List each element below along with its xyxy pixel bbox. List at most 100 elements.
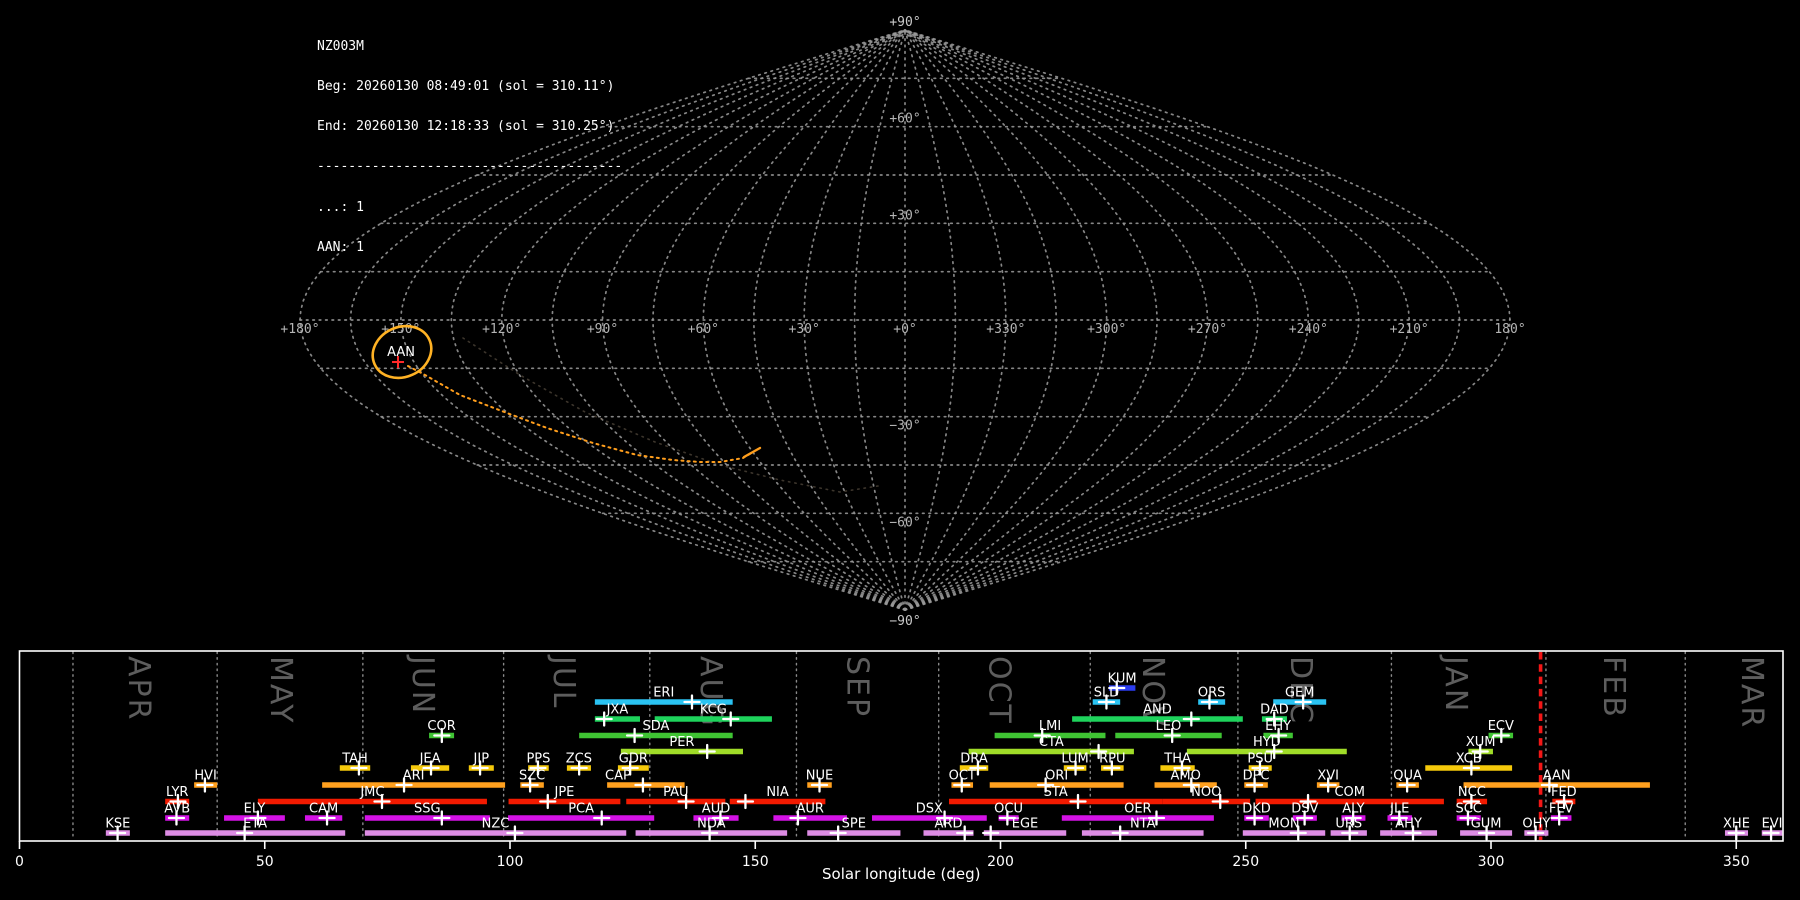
meridian-line bbox=[904, 29, 1511, 611]
shower-code-label: OCU bbox=[994, 802, 1023, 817]
shower-code-label: JXA bbox=[606, 703, 629, 718]
shower-bar-OER bbox=[1061, 815, 1214, 821]
shower-code-label: ARD bbox=[935, 817, 963, 832]
shower-bar-JPE bbox=[508, 798, 621, 805]
longitude-label: +330° bbox=[986, 322, 1025, 337]
meridian-line bbox=[399, 29, 906, 611]
shower-bar-SSG bbox=[364, 815, 490, 821]
shower-code-label: OER bbox=[1124, 802, 1151, 817]
month-label: JAN bbox=[1438, 654, 1473, 713]
shower-code-label: ORI bbox=[1045, 769, 1068, 784]
shower-code-label: AUR bbox=[796, 802, 823, 817]
shower-code-label: JEA bbox=[419, 752, 441, 767]
shower-code-label: KUM bbox=[1108, 672, 1137, 687]
shower-code-label: ECV bbox=[1488, 719, 1514, 734]
shower-code-label: AMO bbox=[1170, 769, 1200, 784]
meridian-line bbox=[299, 29, 906, 611]
shower-code-label: ALY bbox=[1342, 802, 1364, 817]
shower-code-label: DKD bbox=[1242, 802, 1271, 817]
shower-code-label: OHY bbox=[1522, 817, 1550, 832]
month-label: NOV bbox=[1135, 656, 1170, 728]
longitude-label: +30° bbox=[789, 322, 820, 337]
shower-code-label: PCA bbox=[568, 802, 594, 817]
shower-bar-AUR bbox=[773, 815, 847, 821]
meridian-line bbox=[904, 29, 1360, 611]
radiant-drift-track bbox=[407, 365, 754, 463]
shower-code-label: XCB bbox=[1456, 752, 1482, 767]
pole-label: +90° bbox=[889, 15, 920, 30]
shower-bar-ETA bbox=[165, 830, 346, 836]
shower-code-label: SSG bbox=[414, 802, 441, 817]
meridian-line bbox=[500, 29, 906, 611]
shower-bar-EGE bbox=[983, 830, 1067, 836]
shower-code-label: AHY bbox=[1395, 817, 1422, 832]
meridian-line bbox=[904, 29, 1058, 611]
shower-code-label: HYD bbox=[1253, 735, 1281, 750]
shower-code-label: XHE bbox=[1723, 817, 1750, 832]
latitude-label: +30° bbox=[889, 208, 920, 223]
shower-code-label: FED bbox=[1551, 785, 1577, 800]
shower-code-label: DSX bbox=[916, 802, 943, 817]
shower-code-label: EGE bbox=[1012, 817, 1039, 832]
shower-code-label: AAN bbox=[1543, 769, 1571, 784]
shower-bar-SDA bbox=[579, 732, 733, 739]
longitude-label: +240° bbox=[1289, 322, 1328, 337]
meridian-line bbox=[904, 29, 957, 611]
shower-code-label: CTA bbox=[1039, 735, 1064, 750]
shower-code-label: LUM bbox=[1061, 752, 1088, 767]
latitude-label: −30° bbox=[889, 419, 920, 434]
header-beg-time: Beg: 20260130 08:49:01 (sol = 310.11°) bbox=[317, 79, 615, 95]
longitude-label: +210° bbox=[1390, 322, 1429, 337]
shower-code-label: JMC bbox=[359, 785, 384, 800]
month-label: APR bbox=[121, 656, 156, 721]
shower-code-label: ETA bbox=[243, 817, 267, 832]
shower-bar-AND bbox=[1072, 716, 1243, 722]
shower-code-label: CAM bbox=[309, 802, 338, 817]
shower-code-label: HVI bbox=[194, 769, 217, 784]
shower-bars: KUM ERI SLD ORS GEM JXA KCG AND DAD COR SDA LMI LEO E… bbox=[105, 672, 1783, 841]
shower-code-label: CAP bbox=[605, 769, 631, 784]
shower-code-label: AVB bbox=[164, 802, 190, 817]
month-label: MAR bbox=[1734, 656, 1769, 729]
month-label: SEP bbox=[839, 656, 874, 718]
shower-code-label: GEM bbox=[1285, 686, 1315, 701]
shower-code-label: SPE bbox=[842, 817, 866, 832]
sky-map-grid bbox=[299, 29, 1511, 611]
meridian-line bbox=[904, 29, 1259, 611]
month-grid: APR MAY JUN JUL AUG SEP OCT NOV DEC JAN FEB MAR bbox=[72, 651, 1769, 841]
shower-code-label: AUD bbox=[702, 802, 730, 817]
longitude-label: +120° bbox=[482, 322, 521, 337]
header-separator: --------------------------------------- bbox=[317, 159, 623, 175]
axis-tick-label: 0 bbox=[15, 854, 24, 870]
activity-timeline: APR MAY JUN JUL AUG SEP OCT NOV DEC JAN FEB MAR KUM E… bbox=[15, 650, 1784, 883]
header-count-aan: AAN: 1 bbox=[317, 239, 364, 255]
radiant-code-label: AAN bbox=[387, 345, 415, 360]
header-count-sporadic: ...: 1 bbox=[317, 199, 364, 215]
shower-bar-PCA bbox=[508, 815, 655, 821]
meridian-line bbox=[904, 29, 1411, 611]
shower-code-label: TAH bbox=[341, 752, 368, 767]
shower-bar-NTA bbox=[1081, 830, 1204, 836]
shower-code-label: SDA bbox=[642, 719, 669, 734]
radiant-drift-tip bbox=[742, 446, 762, 459]
shower-code-label: THA bbox=[1163, 752, 1191, 767]
shower-bar-PAU bbox=[626, 798, 726, 805]
axis-tick-label: 150 bbox=[742, 854, 769, 870]
shower-bar-JXA bbox=[594, 716, 640, 722]
shower-code-label: LEO bbox=[1156, 719, 1182, 734]
longitude-label: +0° bbox=[893, 322, 916, 337]
longitude-label: 180° bbox=[1494, 322, 1525, 337]
shower-code-label: COR bbox=[427, 719, 455, 734]
timeline-frame bbox=[18, 650, 1784, 842]
shower-code-label: ERI bbox=[653, 686, 674, 701]
shower-code-label: DSV bbox=[1291, 802, 1318, 817]
header-shower-id: NZ003M bbox=[317, 38, 364, 54]
axis-tick-label: 250 bbox=[1232, 854, 1259, 870]
shower-code-label: NIA bbox=[766, 785, 789, 800]
shower-bar-ARD bbox=[923, 830, 974, 836]
shower-code-label: NDA bbox=[697, 817, 726, 832]
longitude-label: +90° bbox=[587, 322, 618, 337]
shower-bar-ARI bbox=[322, 782, 506, 788]
